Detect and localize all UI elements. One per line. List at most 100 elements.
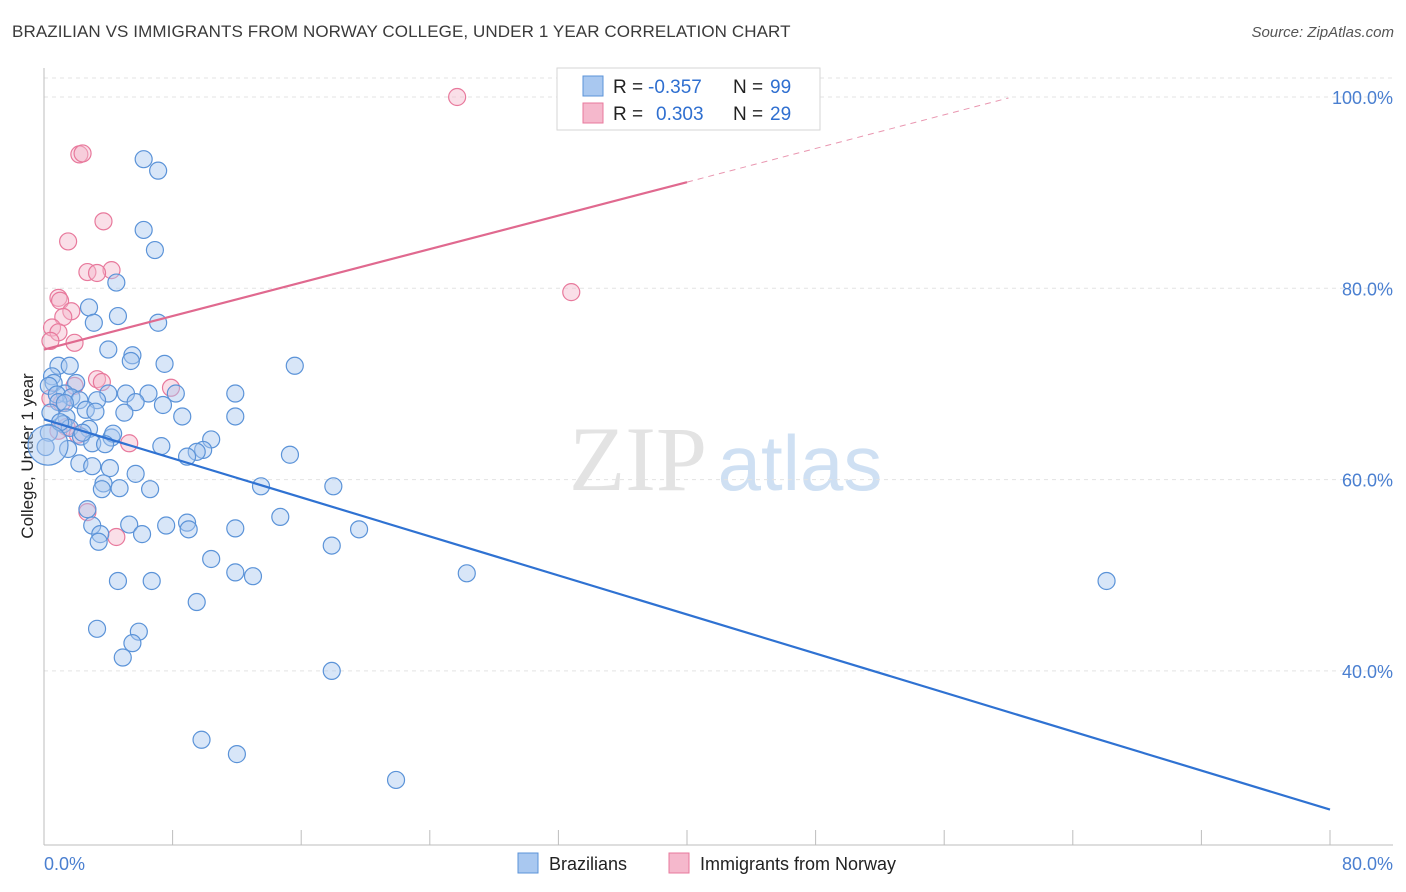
norway-point — [65, 376, 84, 395]
brazilian-point — [89, 532, 108, 551]
brazilian-point — [55, 393, 74, 413]
brazilian-point — [78, 500, 97, 519]
y-tick-label: 80.0% — [1342, 279, 1393, 299]
brazilian-point — [120, 515, 139, 534]
brazilian-point — [192, 730, 211, 749]
brazilian-point — [243, 567, 263, 586]
brazilian-point — [187, 442, 206, 461]
norway-point — [87, 263, 107, 283]
brazilian-point — [67, 373, 86, 393]
brazilian-point — [285, 356, 304, 375]
brazilian-point — [108, 571, 128, 591]
brazilian-point — [194, 440, 213, 460]
legend-r-label-2: R = — [613, 104, 643, 125]
brazilian-point — [42, 367, 62, 386]
brazilian-point — [202, 549, 221, 569]
brazilian-point — [280, 445, 300, 464]
norway-point — [49, 288, 68, 307]
brazilian-point — [349, 520, 369, 539]
y-tick-label: 60.0% — [1342, 471, 1393, 491]
brazilian-point — [226, 519, 245, 538]
brazilian-point — [70, 391, 89, 410]
norway-trend-line — [43, 181, 688, 351]
brazilian-point — [60, 356, 79, 375]
legend-r-value-2: 0.303 — [656, 104, 704, 125]
norway-point — [59, 232, 78, 251]
legend-swatch-brazilians — [582, 75, 604, 97]
brazilian-point — [145, 240, 165, 260]
brazilian-point — [153, 395, 173, 415]
brazilian-point — [386, 770, 406, 790]
watermark-zip: ZIP — [569, 408, 707, 510]
brazilian-point — [91, 525, 110, 544]
legend-n-label-2: N = — [733, 104, 763, 125]
brazilian-point — [227, 745, 246, 764]
brazilian-point — [134, 150, 153, 169]
brazilian-point — [129, 622, 148, 641]
bottom-legend-label-brazilians: Brazilians — [549, 854, 627, 874]
brazilian-point — [177, 513, 197, 532]
brazilian-point — [86, 402, 105, 421]
brazilian-point — [132, 525, 152, 544]
brazilian-point — [142, 571, 161, 591]
norway-point — [41, 331, 60, 351]
legend-n-value-2: 29 — [770, 104, 791, 125]
brazilian-point — [99, 340, 118, 359]
bottom-legend: Brazilians Immigrants from Norway — [517, 852, 896, 874]
brazilian-point — [322, 661, 341, 681]
legend-r-label-1: R = — [613, 77, 643, 98]
legend: R = -0.357 N = 99 R = 0.303 N = 29 — [556, 67, 821, 131]
brazilian-point — [87, 619, 107, 638]
bottom-legend-label-norway: Immigrants from Norway — [700, 854, 896, 874]
brazilian-trend-line — [43, 418, 1331, 811]
brazilian-point — [107, 273, 126, 292]
brazilian-point — [179, 520, 198, 539]
norway-point — [562, 283, 581, 302]
brazilian-point — [149, 313, 168, 332]
legend-n-value-1: 99 — [770, 77, 791, 98]
brazilian-point — [100, 459, 120, 478]
legend-swatch-norway — [582, 102, 604, 124]
y-axis-title: College, Under 1 year — [18, 373, 37, 539]
brazilian-point — [139, 384, 158, 403]
brazilian-point — [110, 479, 129, 498]
brazilian-point — [226, 563, 245, 582]
norway-point — [78, 262, 97, 282]
norway-point — [161, 378, 181, 397]
chart-source: Source: ZipAtlas.com — [1251, 24, 1394, 41]
trend-lines — [43, 97, 1331, 811]
norway-point — [107, 527, 126, 547]
watermark-atlas: atlas — [718, 419, 883, 507]
y-tick-label: 100.0% — [1332, 88, 1393, 108]
bottom-legend-swatch-norway — [668, 852, 690, 874]
brazilian-point — [271, 507, 290, 527]
brazilian-point — [27, 424, 69, 466]
brazilian-point — [115, 403, 134, 422]
brazilian-point — [226, 384, 245, 403]
legend-n-label-1: N = — [733, 77, 763, 98]
x-ticks — [43, 830, 1331, 845]
brazilian-point — [226, 407, 245, 426]
brazilian-point — [187, 592, 206, 612]
x-tick-label-max: 80.0% — [1342, 854, 1393, 874]
bottom-legend-swatch-brazilians — [517, 852, 539, 874]
brazilian-point — [155, 354, 174, 373]
brazilian-point — [39, 423, 58, 442]
brazilian-point — [44, 373, 63, 393]
x-tick-label-min: 0.0% — [44, 854, 85, 874]
axes — [43, 68, 1393, 846]
brazilian-point — [92, 480, 111, 499]
y-tick-labels: 40.0% 60.0% 80.0% 100.0% — [1332, 88, 1393, 682]
brazilian-point — [457, 564, 476, 583]
brazilian-point — [1097, 571, 1116, 591]
brazilian-point — [83, 457, 102, 476]
brazilian-point — [173, 407, 192, 426]
brazilian-point — [36, 437, 55, 457]
brazilian-point — [134, 220, 153, 240]
norway-point — [94, 212, 113, 231]
brazilian-point — [322, 536, 341, 555]
brazilian-point — [126, 464, 145, 483]
brazilian-point — [149, 161, 168, 180]
y-tick-label: 40.0% — [1342, 662, 1393, 682]
